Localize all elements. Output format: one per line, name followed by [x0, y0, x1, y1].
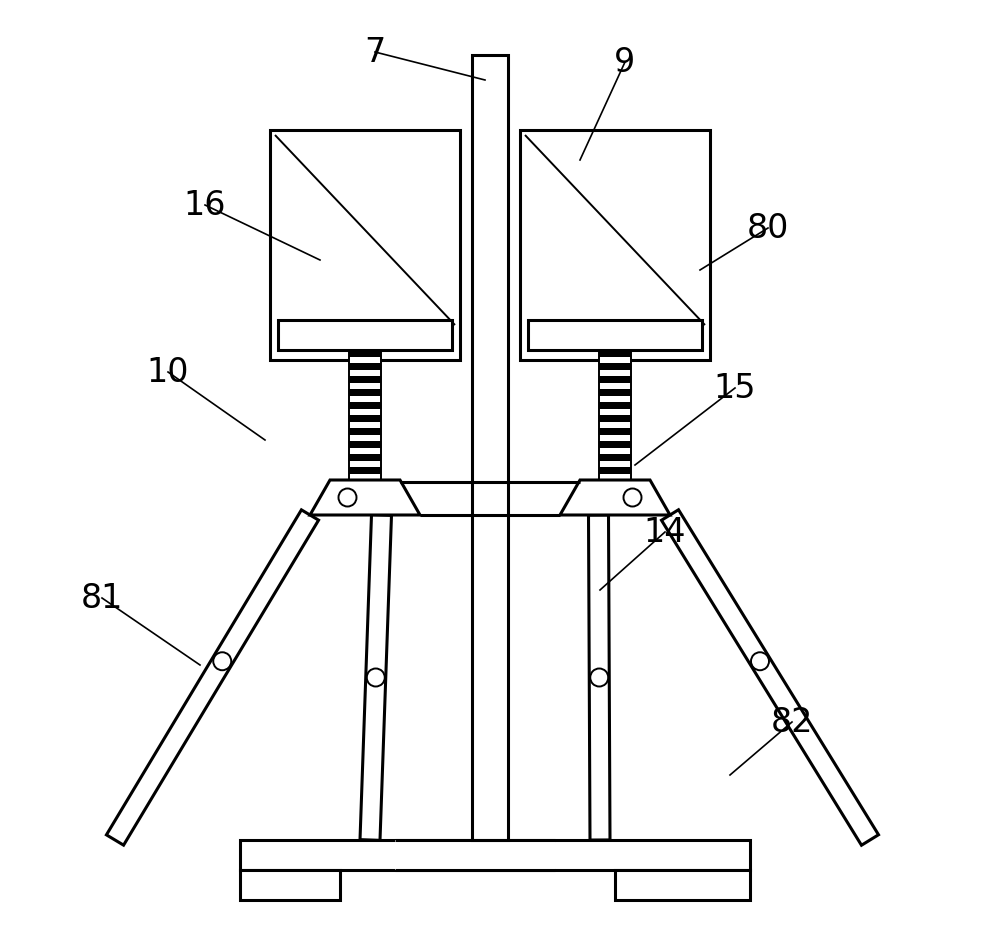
Bar: [472, 55, 508, 840]
Bar: [270, 130, 460, 360]
Text: 80: 80: [747, 211, 789, 245]
Bar: [599, 376, 631, 382]
Bar: [349, 409, 381, 415]
Bar: [349, 350, 381, 356]
Bar: [599, 422, 631, 428]
Bar: [599, 409, 631, 415]
Text: 9: 9: [614, 46, 636, 79]
Bar: [349, 356, 381, 363]
Text: 7: 7: [364, 35, 386, 68]
Bar: [599, 402, 631, 409]
Bar: [349, 422, 381, 428]
Bar: [349, 415, 381, 422]
Bar: [349, 447, 381, 454]
Bar: [349, 441, 381, 447]
Text: 82: 82: [771, 705, 813, 738]
Bar: [349, 376, 381, 382]
Bar: [349, 382, 381, 389]
Bar: [599, 363, 631, 370]
Bar: [240, 840, 750, 870]
Polygon shape: [106, 510, 319, 846]
Bar: [349, 467, 381, 473]
Bar: [395, 840, 555, 870]
Bar: [599, 454, 631, 461]
Polygon shape: [310, 480, 420, 515]
Bar: [349, 370, 381, 376]
Polygon shape: [589, 515, 610, 840]
Text: 14: 14: [644, 516, 686, 549]
Bar: [240, 870, 340, 900]
Text: 16: 16: [184, 189, 226, 222]
Bar: [599, 428, 631, 434]
Bar: [615, 870, 750, 900]
Bar: [520, 130, 710, 360]
Bar: [599, 461, 631, 467]
Bar: [599, 395, 631, 402]
Polygon shape: [661, 510, 879, 846]
Bar: [599, 447, 631, 454]
Bar: [349, 389, 381, 395]
Bar: [599, 382, 631, 389]
Bar: [599, 434, 631, 441]
Bar: [528, 320, 702, 350]
Bar: [599, 370, 631, 376]
Bar: [349, 350, 381, 480]
Text: 15: 15: [714, 372, 756, 405]
Text: 10: 10: [147, 356, 189, 389]
Bar: [599, 350, 631, 480]
Bar: [599, 441, 631, 447]
Bar: [349, 402, 381, 409]
Polygon shape: [560, 480, 670, 515]
Bar: [349, 434, 381, 441]
Bar: [599, 350, 631, 356]
Bar: [599, 415, 631, 422]
Bar: [599, 467, 631, 473]
Polygon shape: [360, 515, 391, 840]
Bar: [349, 428, 381, 434]
Bar: [599, 389, 631, 395]
Bar: [599, 356, 631, 363]
Bar: [349, 454, 381, 461]
Bar: [349, 461, 381, 467]
Bar: [599, 473, 631, 480]
Bar: [278, 320, 452, 350]
Text: 81: 81: [81, 581, 123, 614]
Bar: [349, 363, 381, 370]
Bar: [349, 473, 381, 480]
Bar: [349, 395, 381, 402]
